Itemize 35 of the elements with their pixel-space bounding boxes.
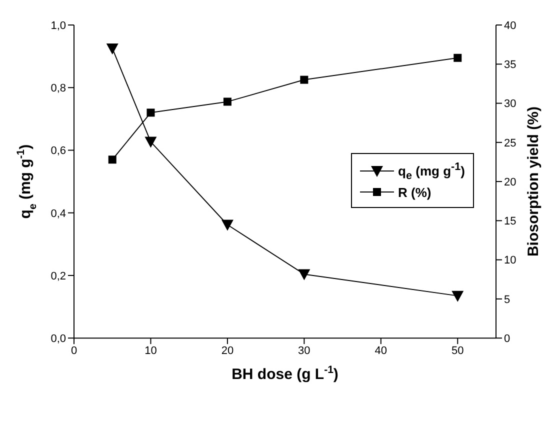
- point: [298, 269, 310, 280]
- point: [300, 76, 308, 84]
- legend-label: q$_{e}$ (mg g$^{-1}$): [398, 161, 465, 182]
- x-tick-label: 50: [452, 344, 464, 357]
- y2-tick-label: 10: [504, 254, 516, 267]
- y2-axis-title: Biosorption yield (%): [525, 106, 542, 257]
- y-tick-label: 0,6: [50, 145, 66, 158]
- y-tick-label: 0,8: [50, 82, 66, 95]
- x-tick-label: 0: [70, 344, 78, 357]
- point: [452, 290, 464, 302]
- point: [108, 156, 116, 164]
- point: [221, 220, 234, 231]
- x-tick-label: 10: [144, 344, 157, 357]
- x-tick-label: 30: [298, 344, 310, 357]
- x-tick-label: 40: [374, 344, 388, 357]
- point: [146, 108, 155, 117]
- y2-tick-label: 35: [504, 59, 516, 72]
- point: [223, 98, 232, 106]
- point: [454, 54, 462, 62]
- y2-tick-label: 40: [504, 20, 516, 32]
- y-tick-label: 0,4: [50, 208, 66, 220]
- y2-tick-label: 25: [504, 137, 516, 150]
- y-tick-label: 0,2: [50, 270, 66, 282]
- x-tick-label: 20: [221, 344, 234, 357]
- y2-tick-label: 20: [504, 176, 516, 188]
- point: [106, 43, 118, 54]
- y2-tick-label: 30: [504, 98, 516, 110]
- y-tick-label: 0,0: [50, 332, 66, 345]
- y2-tick-label: 15: [504, 216, 516, 228]
- y-tick-label: 1,0: [50, 20, 66, 32]
- legend-label: R (%): [398, 184, 432, 200]
- y2-tick-label: 0: [504, 332, 510, 345]
- point: [144, 136, 157, 148]
- y2-tick-label: 5: [504, 294, 510, 306]
- x-axis-title: BH dose (g L$^{-1}$): [232, 364, 338, 384]
